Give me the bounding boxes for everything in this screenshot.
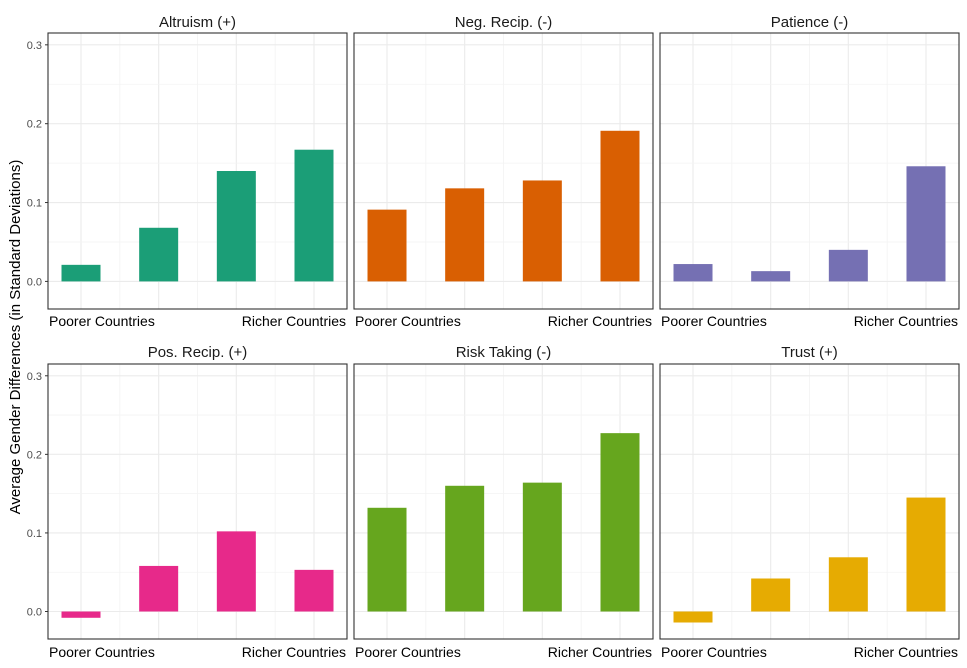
x-label-richer: Richer Countries [242, 644, 346, 660]
x-label-poorer: Poorer Countries [661, 313, 767, 329]
bar [445, 188, 485, 282]
bar [294, 149, 334, 282]
facet-title: Patience (-) [771, 14, 849, 31]
facet-panel: Trust (+) Poorer Countries Richer Countrie… [659, 344, 960, 660]
y-axis-title: Average Gender Differences (in Standard … [7, 160, 24, 515]
bar [522, 180, 562, 282]
y-tick-label: 0.3 [27, 40, 42, 52]
x-label-richer: Richer Countries [854, 313, 958, 329]
facet-title: Altruism (+) [159, 14, 236, 31]
facet-title: Trust (+) [781, 344, 838, 361]
panel-border [353, 363, 654, 640]
x-label-richer: Richer Countries [548, 644, 652, 660]
bar [367, 209, 407, 282]
bar [139, 227, 179, 282]
bar [600, 433, 640, 612]
bar [751, 271, 791, 282]
x-label-poorer: Poorer Countries [661, 644, 767, 660]
bar [906, 166, 946, 282]
x-label-richer: Richer Countries [854, 644, 958, 660]
bar [751, 578, 791, 612]
panel-border [659, 32, 960, 310]
bar [61, 264, 101, 282]
bar [61, 611, 101, 618]
bar [906, 497, 946, 612]
x-label-richer: Richer Countries [242, 313, 346, 329]
facet-title: Neg. Recip. (-) [455, 14, 553, 31]
x-label-poorer: Poorer Countries [49, 313, 155, 329]
bar [216, 171, 256, 282]
y-tick-label: 0.3 [27, 371, 42, 383]
bar [673, 611, 713, 623]
bar [828, 557, 868, 612]
bar [216, 531, 256, 612]
y-tick-label: 0.1 [27, 198, 42, 210]
x-label-poorer: Poorer Countries [355, 313, 461, 329]
bar [600, 130, 640, 282]
facet-panel: Risk Taking (-) Poorer Countries Richer Co… [353, 344, 654, 660]
facet-panel: Patience (-) Poorer Countries Richer Count… [659, 14, 960, 329]
facet-title: Pos. Recip. (+) [148, 344, 248, 361]
panel-border [659, 363, 960, 640]
bar [673, 264, 713, 282]
facet-title: Risk Taking (-) [456, 344, 552, 361]
y-tick-label: 0.1 [27, 528, 42, 540]
bar [445, 485, 485, 612]
bar [294, 569, 334, 612]
y-tick-label: 0.2 [27, 119, 42, 131]
x-label-poorer: Poorer Countries [355, 644, 461, 660]
bar [367, 507, 407, 612]
x-label-poorer: Poorer Countries [49, 644, 155, 660]
y-tick-label: 0.0 [27, 276, 42, 288]
facet-panel: Altruism (+) 0.0 0.1 0.2 0.3 Poorer Countries… [27, 14, 348, 329]
facet-panel: Pos. Recip. (+) 0.0 0.1 0.2 0.3 Poorer Countr… [27, 344, 348, 660]
facet-panel: Neg. Recip. (-) Poorer Countries Richer Co… [353, 14, 654, 329]
bar [139, 565, 179, 612]
y-tick-label: 0.0 [27, 607, 42, 619]
y-tick-label: 0.2 [27, 449, 42, 461]
bar [828, 249, 868, 282]
panel-border [353, 32, 654, 310]
bar [522, 482, 562, 612]
panel-border [47, 363, 348, 640]
x-label-richer: Richer Countries [548, 313, 652, 329]
panel-border [47, 32, 348, 310]
